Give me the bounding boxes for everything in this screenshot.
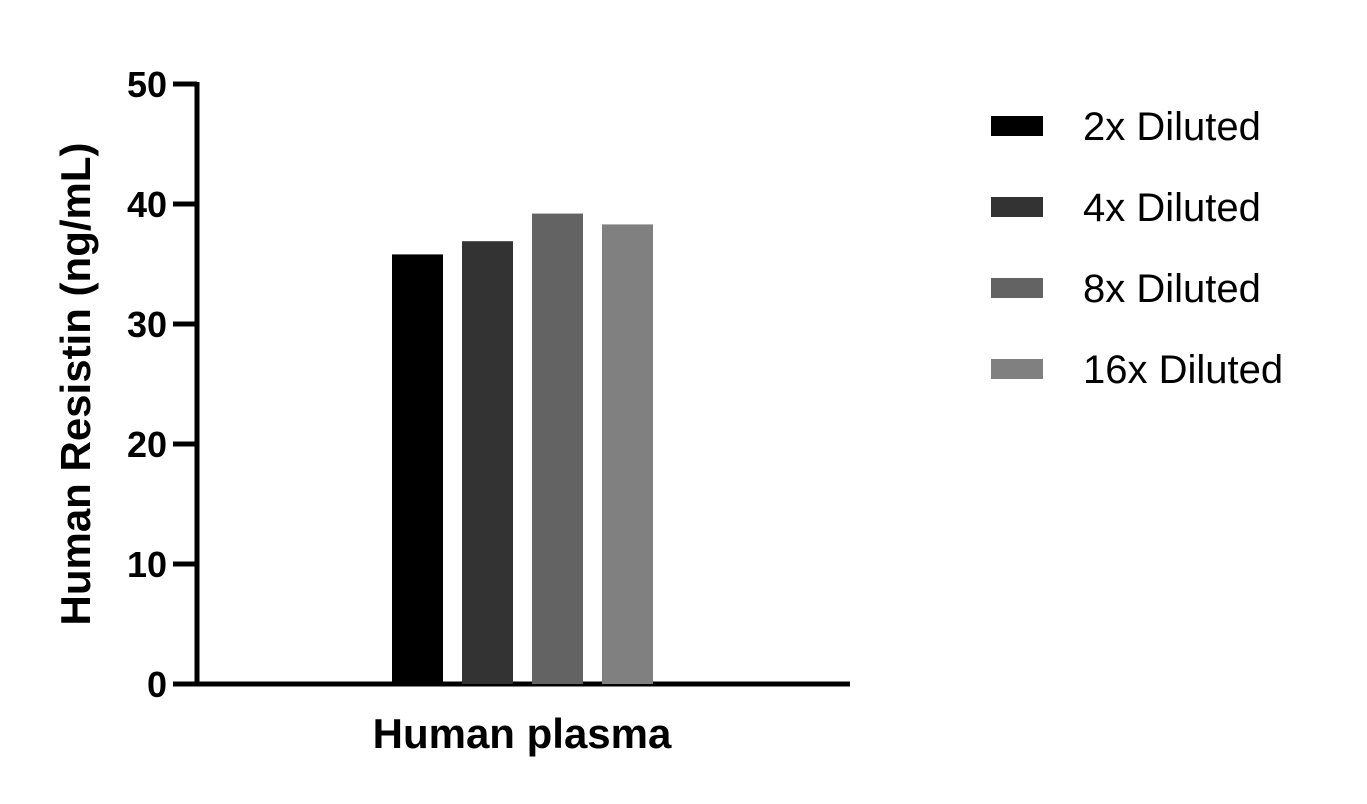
bars xyxy=(392,213,653,684)
bar-16x-diluted xyxy=(602,224,653,684)
legend-swatch xyxy=(991,116,1043,136)
y-tick-label: 20 xyxy=(127,424,167,465)
bar-8x-diluted xyxy=(532,213,583,684)
legend-swatch xyxy=(991,359,1043,379)
legend-swatch xyxy=(991,278,1043,298)
bar-2x-diluted xyxy=(392,254,443,684)
x-axis-title: Human plasma xyxy=(373,710,672,757)
y-tick-label: 50 xyxy=(127,64,167,105)
legend-swatch xyxy=(991,197,1043,217)
y-tick-label: 0 xyxy=(147,664,167,705)
legend-label: 4x Diluted xyxy=(1083,186,1261,230)
y-axis: 0 10 20 30 40 50 xyxy=(127,64,200,705)
y-tick-label: 10 xyxy=(127,544,167,585)
y-axis-title: Human Resistin (ng/mL) xyxy=(52,142,99,625)
legend: 2x Diluted 4x Diluted 8x Diluted 16x Dilute… xyxy=(991,105,1283,392)
legend-label: 2x Diluted xyxy=(1083,105,1261,149)
y-tick-label: 40 xyxy=(127,184,167,225)
bar-4x-diluted xyxy=(462,241,513,684)
legend-label: 8x Diluted xyxy=(1083,267,1261,311)
y-tick-label: 30 xyxy=(127,304,167,345)
legend-label: 16x Diluted xyxy=(1083,348,1283,392)
